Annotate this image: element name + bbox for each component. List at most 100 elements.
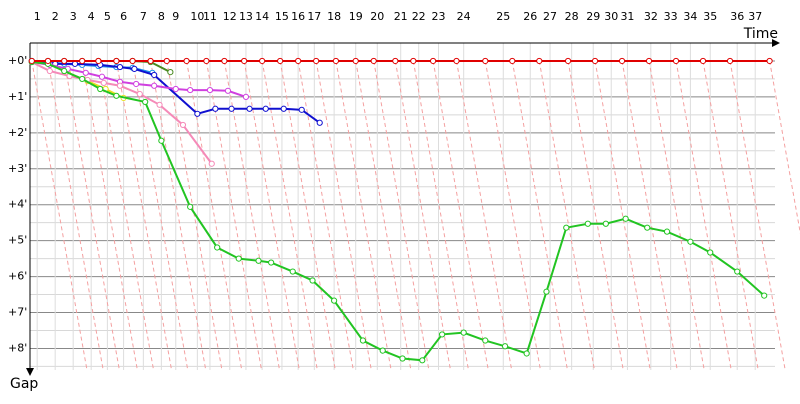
lap-line	[432, 60, 489, 371]
point	[187, 86, 194, 94]
lap-line	[702, 60, 759, 371]
lap-line	[205, 60, 263, 371]
x-tick-label: 4	[88, 10, 95, 23]
x-tick-label: 11	[203, 10, 217, 23]
x-tick-label: 31	[620, 10, 634, 23]
point	[289, 268, 296, 275]
point	[309, 277, 316, 284]
point	[316, 119, 323, 126]
point	[268, 259, 275, 266]
lap-line	[511, 60, 568, 371]
point	[44, 57, 52, 65]
point	[241, 57, 248, 65]
lap-line	[223, 60, 281, 371]
point	[370, 57, 377, 65]
lap-line	[81, 60, 138, 371]
point	[79, 75, 86, 83]
point	[672, 57, 680, 65]
point	[392, 57, 399, 65]
point	[313, 57, 320, 65]
x-tick-label: 10	[190, 10, 204, 23]
point	[644, 224, 651, 231]
y-tick-label: +8'	[8, 341, 27, 354]
x-tick-label: 8	[158, 10, 165, 23]
point	[618, 57, 626, 65]
point	[206, 86, 214, 94]
point	[46, 67, 53, 75]
point	[460, 329, 467, 336]
x-tick-label: 25	[496, 10, 510, 23]
x-tick-label: 6	[120, 10, 127, 23]
lap-line	[243, 60, 300, 371]
point	[61, 57, 68, 65]
x-tick-label: 13	[239, 10, 253, 23]
x-tick-label: 27	[543, 10, 557, 23]
point	[453, 57, 460, 65]
point	[158, 137, 165, 144]
y-tick-label: +7'	[8, 306, 27, 319]
point	[82, 69, 89, 76]
lap-line	[621, 60, 678, 371]
point	[761, 292, 768, 299]
x-tick-label: 5	[104, 10, 111, 23]
lap-line	[63, 60, 120, 371]
point	[113, 57, 120, 65]
y-tick-label: +2'	[8, 126, 27, 139]
point	[359, 337, 367, 344]
point	[707, 249, 714, 256]
point	[131, 65, 138, 72]
x-tick-label: 29	[586, 10, 600, 23]
point	[482, 57, 489, 65]
x-tick-label: 21	[394, 10, 408, 23]
x-tick-label: 30	[604, 10, 618, 23]
point	[734, 268, 741, 275]
x-axis-arrow	[772, 39, 780, 47]
point	[298, 106, 305, 113]
point	[295, 57, 302, 65]
x-tick-label: 2	[52, 10, 59, 23]
y-tick-label: +3'	[8, 162, 27, 175]
point	[163, 57, 170, 65]
x-tick-label: 15	[275, 10, 289, 23]
x-tick-label: 34	[683, 10, 697, 23]
x-tick-label: 18	[327, 10, 341, 23]
lap-line	[47, 60, 104, 371]
point	[523, 350, 530, 357]
point	[563, 224, 570, 231]
point	[726, 57, 734, 65]
x-tick-label: 17	[307, 10, 321, 23]
point	[259, 57, 266, 65]
point	[399, 355, 406, 362]
point	[536, 57, 543, 65]
y-tick-label: +6'	[8, 270, 27, 283]
x-tick-label: 32	[644, 10, 658, 23]
x-tick-label: 22	[412, 10, 426, 23]
x-tick-label: 20	[370, 10, 384, 23]
x-tick-label: 14	[255, 10, 269, 23]
x-tick-label: 9	[172, 10, 179, 23]
point	[136, 90, 143, 98]
y-tick-label: +1'	[8, 90, 27, 103]
point	[116, 82, 124, 89]
point	[221, 57, 228, 65]
lap-line	[355, 60, 412, 371]
point	[71, 60, 79, 67]
point	[332, 57, 340, 65]
lap-line	[261, 60, 318, 371]
point	[183, 57, 190, 65]
lap-line	[594, 60, 651, 371]
lap-line	[412, 60, 469, 371]
point	[100, 79, 107, 86]
point	[214, 244, 221, 251]
x-tick-label: 35	[703, 10, 717, 23]
x-tick-label: 16	[291, 10, 305, 23]
point	[61, 67, 68, 75]
point	[228, 105, 235, 112]
point	[280, 105, 287, 112]
lap-line	[150, 60, 207, 371]
lap-line	[297, 60, 354, 371]
point	[255, 257, 262, 264]
lap-line	[97, 60, 155, 371]
point	[113, 92, 120, 99]
